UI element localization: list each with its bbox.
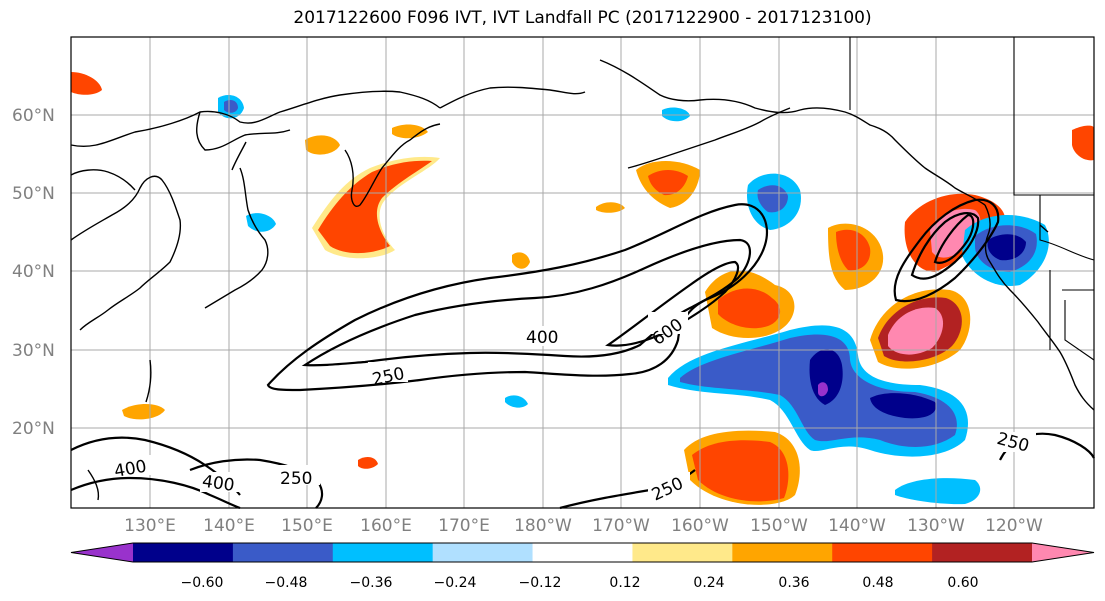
negative-region-gulf-alaska-core (757, 185, 788, 213)
colorbar-tick: −0.60 (181, 575, 224, 591)
positive-region-nw (71, 72, 102, 95)
lon-label-160e: 160°E (360, 516, 412, 536)
map-frame (70, 36, 1095, 509)
contour-250-sw (70, 476, 241, 510)
lon-label-140w: 140°W (828, 516, 886, 536)
colorbar-tick: 0.12 (609, 575, 640, 591)
colorbar-extend-low (71, 543, 133, 562)
lon-label-150w: 150°W (750, 516, 808, 536)
borders (849, 37, 1095, 361)
positive-region-ne-corner (1072, 125, 1094, 161)
colorbar-tick: 0.48 (862, 575, 893, 591)
positive-region-sub-1 (358, 456, 378, 469)
colorbar-tick: 0.36 (778, 575, 809, 591)
colorbar: −0.60 −0.48 −0.36 −0.24 −0.12 0.12 0.24 … (70, 542, 1095, 591)
negative-region-subtropical-core-2 (870, 393, 936, 419)
lon-label-140e: 140°E (203, 516, 255, 536)
colorbar-segment (732, 543, 833, 562)
negative-region-bering-2 (662, 107, 690, 122)
colorbar-outline (70, 542, 1095, 563)
contour-label-400-main: 400 (526, 328, 558, 348)
negative-region-pnw-core (987, 234, 1026, 261)
lon-label-130w: 130°W (907, 516, 965, 536)
positive-region-okhotsk (305, 135, 340, 155)
colorbar-segment (232, 543, 334, 562)
negative-region-subtropical-core (809, 349, 843, 405)
latitude-labels: 60°N 50°N 40°N 30°N 20°N (12, 106, 55, 439)
coastlines (70, 59, 1095, 501)
lon-label-180w: 180°W (514, 516, 572, 536)
graticule (71, 37, 1094, 508)
contour-400-bc (910, 212, 980, 280)
contour-labels: 400 250 600 400 400 250 250 250 (112, 312, 1036, 505)
positive-region-central-1 (512, 252, 530, 269)
contour-label-250-s: 250 (280, 469, 312, 489)
lon-label-170w: 170°W (592, 516, 650, 536)
colorbar-segments (70, 542, 1095, 563)
colorbar-segment (432, 543, 534, 562)
lat-label-20n: 20°N (12, 419, 55, 439)
positive-region-kamchatka-core (318, 160, 432, 254)
anomaly-fills (71, 72, 1094, 505)
lon-label-130e: 130°E (124, 516, 176, 536)
colorbar-tick-labels: −0.60 −0.48 −0.36 −0.24 −0.12 0.12 0.24 … (181, 575, 979, 591)
negative-region-subtropical-core-3 (818, 382, 828, 397)
positive-region-central-2 (596, 202, 625, 213)
positive-region-bering (392, 124, 428, 139)
negative-region-alaska-1-core (224, 100, 238, 113)
colorbar-tick: −0.48 (265, 575, 308, 591)
colorbar-segment (532, 543, 633, 562)
negative-region-se (895, 478, 981, 505)
contour-400-main (301, 238, 751, 367)
colorbar-tick: −0.36 (350, 575, 393, 591)
contour-250-bc (893, 198, 1000, 303)
positive-region-wa-core (836, 229, 871, 271)
colorbar-segment (632, 543, 733, 562)
colorbar-segment (832, 543, 933, 562)
lon-label-170e: 170°E (438, 516, 490, 536)
lat-label-40n: 40°N (12, 262, 55, 282)
lat-label-50n: 50°N (12, 184, 55, 204)
lat-label-60n: 60°N (12, 106, 55, 126)
colorbar-segment (332, 543, 434, 562)
lon-label-120w: 120°W (985, 516, 1043, 536)
negative-region-japan (246, 213, 276, 232)
lat-label-30n: 30°N (12, 341, 55, 361)
colorbar-extend-high (1032, 543, 1094, 562)
positive-region-hawaii-core (692, 440, 789, 502)
map-title: 2017122600 F096 IVT, IVT Landfall PC (20… (293, 8, 872, 28)
positive-region-sw (122, 404, 165, 420)
lon-label-160w: 160°W (671, 516, 729, 536)
colorbar-tick: 0.60 (947, 575, 978, 591)
contour-600-bc (933, 213, 975, 264)
colorbar-segment (932, 543, 1033, 562)
colorbar-tick: −0.12 (519, 575, 562, 591)
longitude-labels: 130°E 140°E 150°E 160°E 170°E 180°W 170°… (124, 516, 1043, 536)
positive-region-calif-core (888, 307, 944, 355)
colorbar-segment (133, 543, 234, 562)
lon-label-150e: 150°E (281, 516, 333, 536)
negative-region-sub-2 (505, 395, 528, 408)
colorbar-tick: 0.24 (693, 575, 724, 591)
colorbar-tick: −0.24 (434, 575, 477, 591)
positive-region-aleutian-core (648, 170, 688, 196)
contour-label-400-sw2: 400 (201, 472, 236, 496)
positive-region-nepac-core (718, 288, 781, 329)
